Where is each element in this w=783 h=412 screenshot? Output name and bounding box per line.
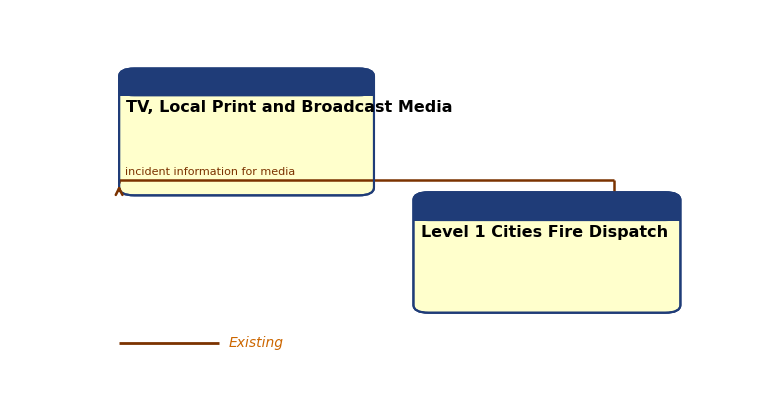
FancyBboxPatch shape: [413, 205, 680, 221]
Text: Existing: Existing: [229, 336, 283, 350]
FancyBboxPatch shape: [119, 68, 374, 195]
FancyBboxPatch shape: [413, 192, 680, 221]
Text: incident information for media: incident information for media: [125, 167, 295, 177]
FancyBboxPatch shape: [413, 192, 680, 313]
FancyBboxPatch shape: [119, 81, 374, 96]
Text: Level 1 Cities Fire Dispatch: Level 1 Cities Fire Dispatch: [420, 225, 668, 240]
FancyBboxPatch shape: [119, 68, 374, 96]
Text: TV, Local Print and Broadcast Media: TV, Local Print and Broadcast Media: [126, 100, 453, 115]
